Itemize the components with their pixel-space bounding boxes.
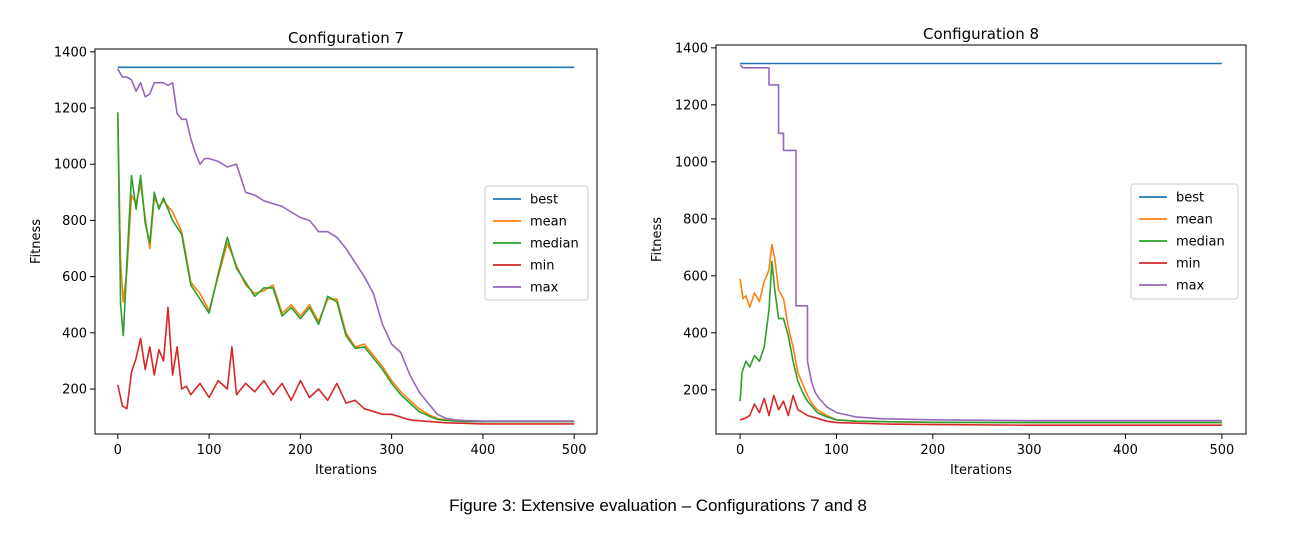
y-tick-label: 1200 [54, 102, 87, 117]
legend-box [1130, 183, 1239, 300]
chart-title: Configuration 8 [923, 25, 1039, 43]
y-tick-label: 800 [62, 214, 87, 229]
legend-label-min: min [530, 259, 555, 274]
y-tick-label: 1400 [54, 45, 87, 60]
legend-label-mean: mean [1176, 213, 1213, 228]
legend-label-min: min [1176, 257, 1201, 272]
plot-frame [94, 48, 598, 435]
x-tick-label: 500 [1209, 443, 1234, 458]
chart-1: 0 100 200 300 400 500 200 400 600 800 1000 1200 1400… [29, 29, 598, 478]
y-tick-label: 1000 [54, 158, 87, 173]
chart-title: Configuration 7 [288, 29, 404, 47]
x-tick-label: 0 [114, 443, 122, 458]
y-tick-label: 200 [683, 383, 708, 398]
series-line-max [739, 64, 1222, 422]
series-line-max [117, 68, 575, 422]
x-tick-label: 400 [470, 443, 495, 458]
series-line-min [117, 306, 575, 425]
x-tick-label: 200 [288, 443, 313, 458]
legend-label-best: best [1176, 191, 1204, 206]
legend: best mean median min max [484, 185, 589, 301]
legend-label-median: median [1176, 235, 1225, 250]
y-tick-label: 800 [683, 212, 708, 227]
series-line-min [739, 394, 1222, 427]
plot-frame [715, 44, 1247, 435]
y-tick-label: 1400 [675, 41, 708, 56]
y-tick-label: 200 [62, 383, 87, 398]
series-line-median [117, 112, 575, 423]
legend-label-max: max [530, 281, 559, 296]
legend-label-best: best [530, 193, 558, 208]
x-tick-label: 400 [1113, 443, 1138, 458]
legend: best mean median min max [1130, 183, 1239, 300]
x-axis-label: Iterations [950, 463, 1012, 478]
x-tick-label: 100 [197, 443, 222, 458]
x-tick-label: 300 [379, 443, 404, 458]
y-tick-label: 400 [62, 326, 87, 341]
x-tick-label: 200 [920, 443, 945, 458]
series-line-median [739, 260, 1222, 424]
x-tick-label: 300 [1017, 443, 1042, 458]
x-tick-label: 0 [736, 443, 744, 458]
figure-caption: Figure 3: Extensive evaluation – Configu… [449, 496, 867, 515]
x-tick-label: 100 [824, 443, 849, 458]
legend-box [484, 185, 589, 301]
y-axis-label: Fitness [650, 217, 665, 262]
y-tick-label: 1200 [675, 98, 708, 113]
legend-label-max: max [1176, 279, 1205, 294]
legend-label-mean: mean [530, 215, 567, 230]
chart-2: 0 100 200 300 400 500 200 400 600 800 1000 1200 1400… [650, 25, 1247, 478]
y-axis-label: Fitness [29, 219, 44, 264]
x-tick-label: 500 [562, 443, 587, 458]
y-tick-label: 600 [683, 269, 708, 284]
y-tick-label: 1000 [675, 155, 708, 170]
y-tick-label: 400 [683, 326, 708, 341]
legend-label-median: median [530, 237, 579, 252]
series-line-mean [117, 113, 575, 423]
y-tick-label: 600 [62, 270, 87, 285]
x-axis-label: Iterations [315, 463, 377, 478]
